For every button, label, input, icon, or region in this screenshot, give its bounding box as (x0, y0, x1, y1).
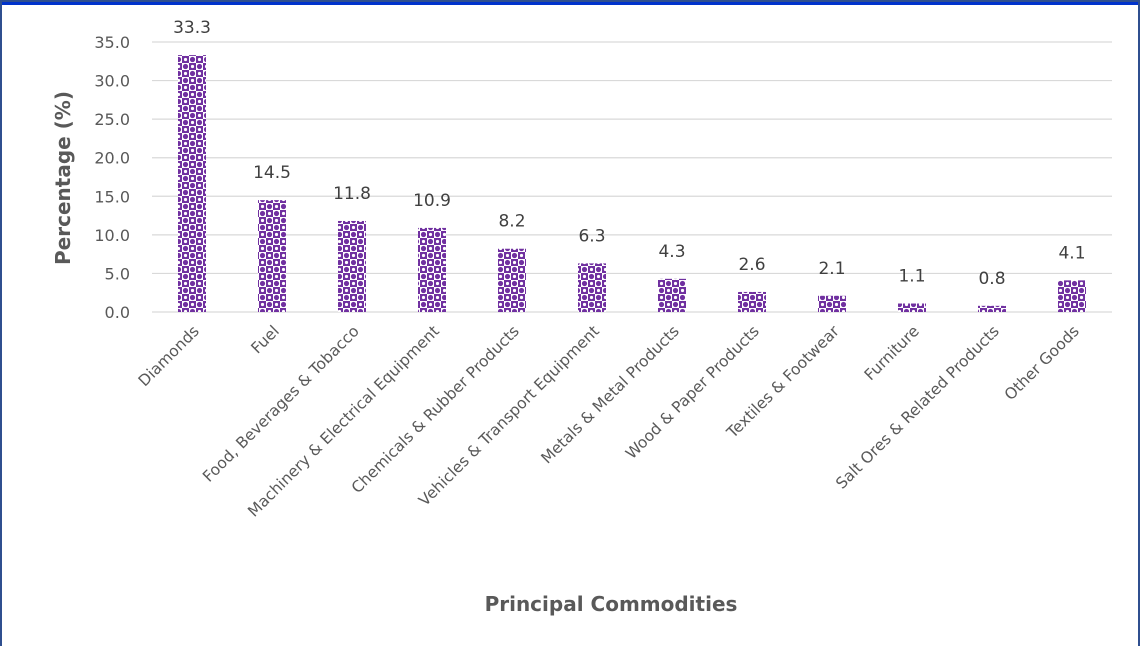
data-label: 6.3 (578, 226, 605, 246)
data-label: 10.9 (413, 191, 451, 211)
y-tick-label: 5.0 (105, 264, 130, 283)
bar (498, 248, 526, 312)
bar (178, 55, 206, 312)
data-label: 2.1 (818, 259, 845, 279)
bar (258, 200, 286, 312)
x-category-label: Food, Beverages & Tobacco (199, 322, 363, 486)
x-category-label: Other Goods (1001, 322, 1083, 404)
bar (818, 295, 846, 312)
top-color-band (0, 0, 1140, 5)
y-axis-ticks: 0.0 5.0 10.0 15.0 20.0 25.0 30.0 35.0 (94, 33, 130, 322)
y-tick-label: 35.0 (94, 33, 130, 52)
x-category-label: Fuel (248, 322, 283, 357)
y-tick-label: 30.0 (94, 72, 130, 91)
bar (338, 220, 366, 312)
data-label: 0.8 (978, 269, 1005, 289)
data-label: 33.3 (173, 18, 211, 38)
bar (1058, 280, 1086, 312)
y-tick-label: 10.0 (94, 226, 130, 245)
x-category-label: Wood & Paper Products (622, 322, 763, 463)
y-tick-label: 20.0 (94, 149, 130, 168)
bar (578, 263, 606, 312)
y-tick-label: 25.0 (94, 110, 130, 129)
y-tick-label: 15.0 (94, 187, 130, 206)
data-label: 8.2 (498, 212, 525, 232)
x-category-label: Chemicals & Rubber Products (348, 322, 523, 497)
bar (418, 227, 446, 312)
bars (178, 55, 1086, 312)
bar (978, 305, 1006, 312)
y-axis-title: Percentage (%) (51, 91, 75, 265)
data-label: 2.6 (738, 255, 765, 275)
x-category-label: Salt Ores & Related Products (832, 322, 1003, 493)
bar (738, 291, 766, 312)
x-axis-title: Principal Commodities (485, 592, 738, 616)
data-label: 11.8 (333, 184, 371, 204)
bar (898, 303, 926, 312)
x-category-label: Furniture (861, 322, 923, 384)
x-category-label: Vehicles & Transport Equipment (415, 322, 603, 510)
data-label: 14.5 (253, 163, 291, 183)
gridlines (152, 41, 1112, 313)
y-tick-label: 0.0 (105, 303, 130, 322)
x-category-label: Metals & Metal Products (538, 322, 683, 467)
data-label: 4.1 (1058, 243, 1085, 263)
data-label: 1.1 (898, 267, 925, 287)
data-labels: 33.3 14.5 11.8 10.9 8.2 6.3 4.3 2.6 2.1 1.1 0.8 4.1 (173, 18, 1085, 289)
x-category-label: Diamonds (135, 322, 203, 390)
bar (658, 278, 686, 312)
data-label: 4.3 (658, 242, 685, 262)
